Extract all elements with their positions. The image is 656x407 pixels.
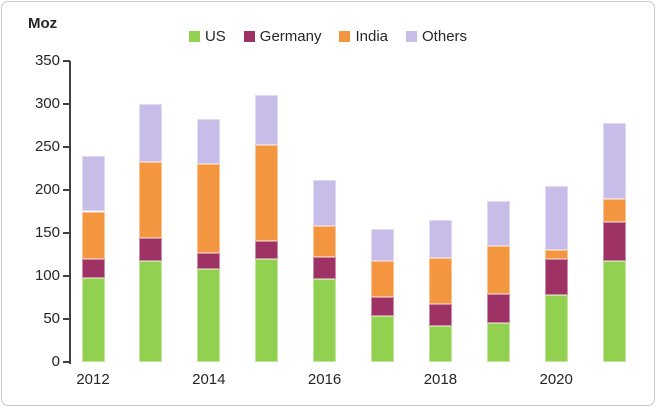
legend-label: India <box>355 28 389 45</box>
x-axis-label-2014: 2014 <box>192 371 226 388</box>
x-axis-label-2020: 2020 <box>539 371 573 388</box>
y-axis-unit-label: Moz <box>28 15 58 32</box>
bar-segment-india-2015 <box>255 145 279 241</box>
y-axis-tick <box>63 189 70 191</box>
bar-segment-others-2021 <box>602 122 626 199</box>
bar-segment-india-2019 <box>486 245 510 295</box>
bar-segment-us-2015 <box>255 258 279 362</box>
y-axis-line <box>69 61 71 364</box>
bar-segment-us-2012 <box>81 277 105 362</box>
y-axis-tick-label: 350 <box>34 52 60 69</box>
y-axis-tick-label: 250 <box>34 138 60 155</box>
bar-segment-us-2018 <box>428 325 452 362</box>
bar-segment-germany-2018 <box>428 304 452 326</box>
y-axis-tick <box>63 361 70 363</box>
legend-swatch-icon <box>188 31 200 42</box>
legend-label: US <box>204 28 226 45</box>
legend-swatch-icon <box>339 31 351 42</box>
bar-segment-others-2016 <box>313 179 337 227</box>
bar-segment-others-2012 <box>81 155 105 212</box>
bar-segment-others-2017 <box>371 228 394 262</box>
bar-segment-others-2019 <box>486 201 510 246</box>
y-axis-tick-label: 150 <box>34 224 60 241</box>
y-axis-tick-label: 0 <box>51 353 60 370</box>
bar-segment-us-2013 <box>139 260 163 362</box>
bar-segment-us-2017 <box>371 315 394 362</box>
bar-segment-india-2021 <box>602 198 626 222</box>
bar-segment-germany-2012 <box>81 258 105 278</box>
legend-swatch-icon <box>243 31 255 42</box>
bar-segment-others-2013 <box>139 104 163 162</box>
y-axis-tick <box>63 60 70 62</box>
bar-segment-india-2020 <box>544 250 568 259</box>
bar-segment-others-2015 <box>255 95 279 146</box>
x-axis-label-2018: 2018 <box>423 371 458 388</box>
bar-segment-germany-2021 <box>602 221 626 262</box>
bar-segment-others-2020 <box>544 185 568 251</box>
y-axis-tick <box>63 103 70 105</box>
legend-item-us: US <box>188 28 226 45</box>
bar-segment-india-2012 <box>81 211 105 259</box>
legend-swatch-icon <box>406 31 418 42</box>
bar-segment-others-2018 <box>428 220 452 258</box>
y-axis-tick-label: 300 <box>34 95 60 112</box>
bar-segment-germany-2019 <box>486 294 510 324</box>
y-axis-tick-label: 100 <box>34 267 60 284</box>
y-axis-tick-label: 200 <box>34 181 60 198</box>
bar-segment-germany-2016 <box>313 257 337 279</box>
bar-segment-india-2017 <box>371 261 394 297</box>
bar-segment-us-2016 <box>313 278 337 362</box>
bar-segment-india-2016 <box>313 226 337 258</box>
legend-item-others: Others <box>406 28 467 45</box>
bar-segment-germany-2014 <box>197 252 221 270</box>
legend: US Germany India Others <box>2 28 654 45</box>
x-axis-label-2012: 2012 <box>76 371 110 388</box>
legend-item-india: India <box>339 28 388 45</box>
legend-label: Others <box>422 28 468 45</box>
legend-item-germany: Germany <box>243 28 322 45</box>
y-axis-tick <box>63 318 70 320</box>
bar-segment-india-2018 <box>428 257 452 305</box>
y-axis-tick <box>63 275 70 277</box>
bar-segment-germany-2015 <box>255 240 279 259</box>
bar-segment-germany-2020 <box>544 258 568 295</box>
bar-segment-us-2021 <box>602 261 626 362</box>
bar-segment-us-2020 <box>544 294 568 362</box>
y-axis-tick <box>63 232 70 234</box>
bar-segment-india-2014 <box>197 164 221 253</box>
y-axis-tick-label: 50 <box>43 310 60 327</box>
bar-segment-germany-2013 <box>139 238 163 261</box>
bar-segment-us-2019 <box>486 323 510 362</box>
x-axis-label-2016: 2016 <box>307 371 342 388</box>
y-axis-tick <box>63 146 70 148</box>
bar-segment-others-2014 <box>197 118 221 165</box>
bar-segment-us-2014 <box>197 269 221 362</box>
legend-label: Germany <box>259 28 322 45</box>
bar-segment-india-2013 <box>139 161 163 239</box>
bar-segment-germany-2017 <box>371 296 394 316</box>
